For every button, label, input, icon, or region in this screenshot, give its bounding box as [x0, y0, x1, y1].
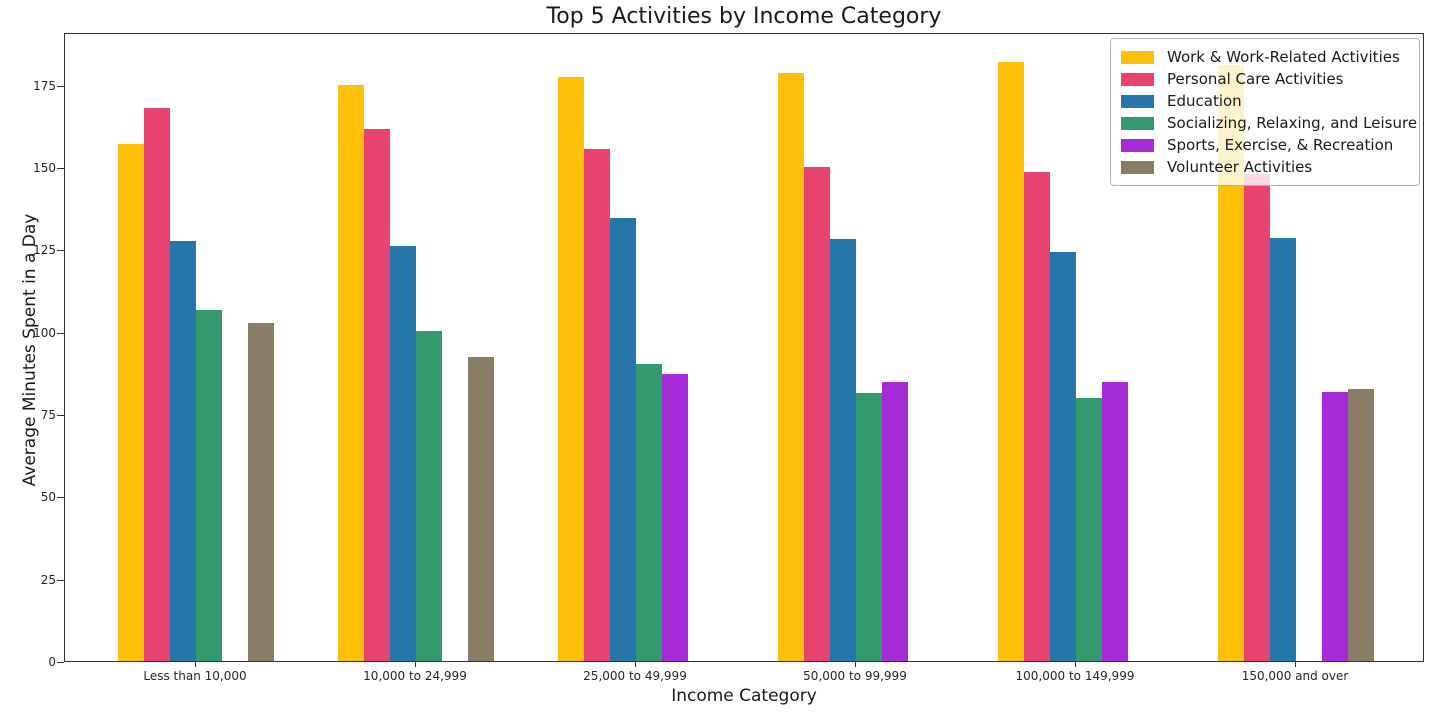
bar [1322, 391, 1348, 661]
legend-label: Work & Work-Related Activities [1167, 48, 1400, 66]
bar [390, 245, 416, 661]
bar [1076, 398, 1102, 661]
legend-label: Personal Care Activities [1167, 70, 1344, 88]
legend-item: Personal Care Activities [1121, 68, 1409, 90]
bar [1348, 388, 1374, 661]
bar-group [778, 34, 934, 661]
bar [338, 84, 364, 661]
bar [778, 73, 804, 661]
y-tick-mark [57, 85, 64, 87]
legend-swatch-icon [1121, 94, 1154, 108]
legend-label: Sports, Exercise, & Recreation [1167, 136, 1394, 154]
bar [118, 143, 144, 661]
x-tick-label: 50,000 to 99,999 [803, 669, 907, 683]
legend-swatch-icon [1121, 116, 1154, 130]
y-tick-mark [57, 497, 64, 499]
y-tick-mark [57, 415, 64, 416]
bar-group [1218, 34, 1374, 661]
legend-item: Socializing, Relaxing, and Leisure [1121, 112, 1417, 134]
bar-group [998, 34, 1154, 661]
page-title: Top 5 Activities by Income Category [546, 4, 942, 29]
legend-label: Socializing, Relaxing, and Leisure [1167, 114, 1418, 132]
x-tick-mark [195, 662, 196, 667]
bar [584, 148, 610, 661]
bar-group [558, 34, 714, 661]
y-tick-label: 125 [33, 243, 56, 258]
y-tick-label: 50 [40, 490, 56, 505]
y-tick-mark [57, 332, 64, 334]
y-axis-label: Average Minutes Spent in a Day [20, 213, 40, 487]
legend-label: Volunteer Activities [1167, 158, 1313, 176]
legend-item: Volunteer Activities [1121, 156, 1409, 178]
y-tick-mark [57, 168, 64, 170]
bar [416, 331, 442, 661]
bar [468, 357, 494, 661]
y-tick-label: 75 [40, 408, 56, 422]
x-tick-mark [1295, 662, 1296, 667]
legend-item: Sports, Exercise, & Recreation [1121, 134, 1409, 156]
bar [1024, 171, 1050, 661]
legend-item: Education [1121, 90, 1409, 112]
x-tick-label: 25,000 to 49,999 [583, 669, 687, 683]
bar [856, 393, 882, 661]
bar [364, 129, 390, 661]
bar [558, 76, 584, 661]
bar [662, 373, 688, 661]
y-tick-label: 25 [40, 572, 56, 587]
y-tick-label: 150 [33, 161, 56, 176]
legend-swatch-icon [1121, 160, 1154, 174]
bar [830, 239, 856, 661]
bar [144, 107, 170, 661]
bar-group [118, 34, 274, 661]
bar-group [338, 34, 494, 661]
legend-swatch-icon [1121, 50, 1154, 64]
bar [1244, 173, 1270, 661]
y-tick-label: 100 [33, 325, 56, 340]
legend: Work & Work-Related Activities Personal C… [1110, 38, 1420, 186]
x-tick-mark [1075, 662, 1076, 667]
x-tick-label: 10,000 to 24,999 [363, 669, 467, 683]
legend-swatch-icon [1121, 138, 1154, 152]
y-tick-mark [57, 250, 64, 252]
legend-swatch-icon [1121, 72, 1154, 86]
x-tick-label: 150,000 and over [1241, 669, 1349, 683]
x-tick-mark [415, 662, 416, 667]
x-tick-label: Less than 10,000 [143, 669, 247, 683]
bar [248, 322, 274, 661]
x-tick-label: 100,000 to 149,999 [1015, 669, 1135, 683]
bar [804, 166, 830, 661]
x-axis-label: Income Category [671, 686, 817, 706]
bar [998, 61, 1024, 661]
y-tick-label: 175 [33, 78, 56, 93]
bar [1102, 381, 1128, 661]
bar [196, 309, 222, 661]
bar [882, 381, 908, 661]
legend-item: Work & Work-Related Activities [1121, 46, 1409, 68]
y-tick-mark [57, 579, 64, 581]
x-tick-mark [635, 662, 636, 667]
bar [636, 363, 662, 661]
bar [610, 217, 636, 661]
legend-label: Education [1167, 92, 1242, 110]
bar [170, 240, 196, 661]
bar [1270, 237, 1296, 661]
y-tick-mark [57, 662, 64, 663]
x-tick-mark [855, 662, 856, 667]
y-tick-label: 0 [48, 655, 56, 669]
bar [1050, 252, 1076, 661]
plot-area: Work & Work-Related Activities Personal C… [64, 33, 1424, 662]
